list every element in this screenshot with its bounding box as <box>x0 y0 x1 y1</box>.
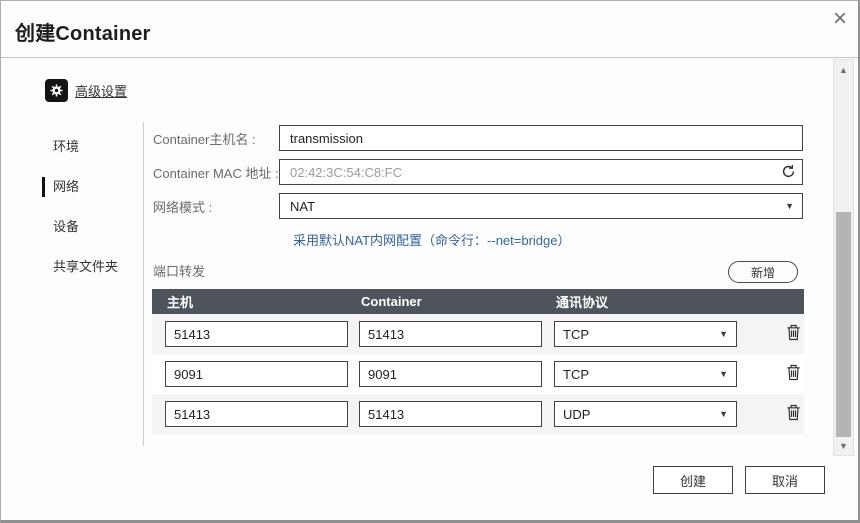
sidebar-item-device[interactable]: 设备 <box>1 207 143 247</box>
create-button[interactable]: 创建 <box>653 466 733 494</box>
container-port-input[interactable] <box>359 401 542 427</box>
protocol-value: TCP <box>563 366 589 382</box>
scroll-down-icon[interactable]: ▼ <box>839 441 848 451</box>
close-icon[interactable]: × <box>832 5 847 32</box>
protocol-select[interactable]: TCP ▼ <box>554 361 737 387</box>
chevron-down-icon: ▼ <box>719 329 728 339</box>
host-port-input[interactable] <box>165 321 348 347</box>
nat-note: 采用默认NAT内网配置（命令行：--net=bridge） <box>293 233 571 248</box>
network-mode-select[interactable]: NAT ▼ <box>279 193 803 219</box>
sidebar-item-label: 环境 <box>53 139 80 154</box>
protocol-value: TCP <box>563 326 589 342</box>
host-port-input[interactable] <box>165 361 348 387</box>
protocol-select[interactable]: UDP ▼ <box>554 401 737 427</box>
chevron-down-icon: ▼ <box>785 201 794 211</box>
chevron-down-icon: ▼ <box>719 409 728 419</box>
network-mode-row: 网络模式 : NAT ▼ <box>153 193 803 219</box>
port-forwarding-label: 端口转发 <box>153 264 206 279</box>
hostname-label: Container主机名 : <box>153 131 256 147</box>
table-row: TCP ▼ <box>152 314 804 354</box>
mac-row: Container MAC 地址 : <box>153 159 803 185</box>
protocol-value: UDP <box>563 406 591 422</box>
host-port-input[interactable] <box>165 401 348 427</box>
sidebar: 环境 网络 设备 共享文件夹 <box>1 127 143 287</box>
title-bar: 创建Container × <box>1 1 858 58</box>
scrollbar-thumb[interactable] <box>836 212 851 437</box>
container-port-input[interactable] <box>359 321 542 347</box>
mac-input[interactable] <box>279 159 803 185</box>
header-host: 主机 <box>167 295 194 310</box>
table-row: UDP ▼ <box>152 394 804 434</box>
container-port-input[interactable] <box>359 361 542 387</box>
network-mode-label: 网络模式 : <box>153 199 213 215</box>
trash-icon <box>786 404 800 420</box>
sidebar-divider <box>143 122 144 446</box>
cancel-button[interactable]: 取消 <box>745 466 825 494</box>
delete-row-button[interactable] <box>782 323 804 345</box>
sidebar-item-label: 网络 <box>53 179 80 194</box>
scroll-up-icon[interactable]: ▲ <box>839 65 848 75</box>
hostname-row: Container主机名 : <box>153 125 803 151</box>
table-header-row: 主机 Container 通讯协议 <box>152 289 804 314</box>
hostname-input[interactable] <box>279 125 803 151</box>
refresh-icon[interactable] <box>781 164 796 184</box>
delete-row-button[interactable] <box>782 403 804 425</box>
table-row: TCP ▼ <box>152 354 804 394</box>
sidebar-item-network[interactable]: 网络 <box>1 167 143 207</box>
delete-row-button[interactable] <box>782 363 804 385</box>
add-port-button[interactable]: 新增 <box>728 261 798 283</box>
network-mode-value: NAT <box>290 198 316 214</box>
sidebar-item-shared-folder[interactable]: 共享文件夹 <box>1 247 143 287</box>
sidebar-item-label: 共享文件夹 <box>53 259 119 274</box>
trash-icon <box>786 324 800 340</box>
port-forwarding-table: 主机 Container 通讯协议 TCP ▼ <box>152 289 804 434</box>
vertical-scrollbar[interactable]: ▲ ▼ <box>833 59 854 456</box>
mac-label: Container MAC 地址 : <box>153 165 279 181</box>
sidebar-item-environment[interactable]: 环境 <box>1 127 143 167</box>
advanced-settings-link[interactable]: 高级设置 <box>75 84 128 99</box>
sidebar-item-label: 设备 <box>53 219 80 234</box>
gear-icon <box>45 79 68 102</box>
active-indicator-bar <box>42 177 45 197</box>
trash-icon <box>786 364 800 380</box>
protocol-select[interactable]: TCP ▼ <box>554 321 737 347</box>
advanced-settings[interactable]: 高级设置 <box>45 79 127 102</box>
header-protocol: 通讯协议 <box>556 295 609 310</box>
chevron-down-icon: ▼ <box>719 369 728 379</box>
header-container: Container <box>361 294 422 309</box>
dialog-title: 创建Container <box>15 23 151 45</box>
